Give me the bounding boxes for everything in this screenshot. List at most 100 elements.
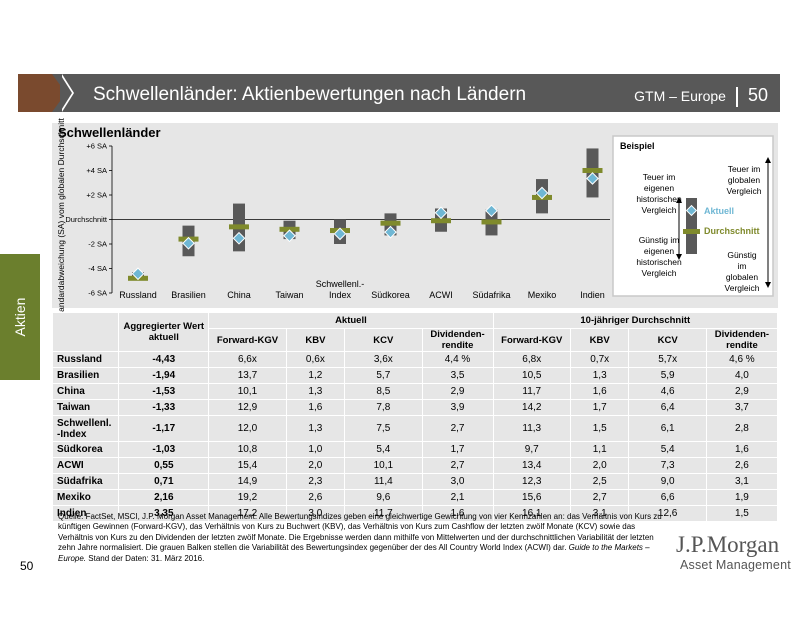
table-cell: 11,7 xyxy=(492,383,571,400)
table-cell: -1,17 xyxy=(118,415,210,442)
table-cell: 1,0 xyxy=(285,441,346,458)
table-cell: 0,6x xyxy=(285,351,346,368)
table-cell: 17,2 xyxy=(208,505,287,522)
row-label: Mexiko xyxy=(51,489,120,506)
table-corner xyxy=(51,312,120,352)
table-cell: 2,0 xyxy=(569,457,630,474)
table-cell: 19,2 xyxy=(208,489,287,506)
x-tick-label: Taiwan xyxy=(275,290,303,300)
table-cell: 1,7 xyxy=(421,441,494,458)
table-cell: -4,43 xyxy=(118,351,210,368)
subheader-4: Forward-KGV xyxy=(492,328,571,352)
average-mark-3 xyxy=(279,226,300,232)
table-row: Schwellenl. -Index -1,17 12,0 1,3 7,5 2,7 11,3… xyxy=(51,415,779,442)
x-tick-label: ACWI xyxy=(429,290,453,300)
average-mark-5 xyxy=(380,220,401,226)
legend-expensive-global: Teuer im globalen Vergleich xyxy=(727,164,762,196)
table-cell: 14,2 xyxy=(492,399,571,416)
table-cell: 2,16 xyxy=(118,489,210,506)
table-cell: 2,7 xyxy=(569,489,630,506)
legend-expensive-own: Teuer im eigenen historischen Vergleich xyxy=(636,172,682,215)
legend-current-label: Aktuell xyxy=(704,206,734,216)
y-tick-label: Durchschnitt xyxy=(65,215,108,224)
x-tick-label: Schwellenl.- xyxy=(316,279,365,289)
table-row: Südkorea -1,03 10,8 1,0 5,4 1,7 9,7 1,1 5,4 1,6 xyxy=(51,441,779,458)
table-cell: 2,6 xyxy=(705,457,779,474)
table-row: China -1,53 10,1 1,3 8,5 2,9 11,7 1,6 4,6 2,9 xyxy=(51,383,779,400)
header-group-current: Aktuell xyxy=(208,312,494,329)
row-label: China xyxy=(51,383,120,400)
x-tick-label: Mexiko xyxy=(528,290,557,300)
current-point-9 xyxy=(586,172,599,185)
table-cell: -1,03 xyxy=(118,441,210,458)
table-cell: 5,7 xyxy=(344,367,423,384)
table-cell: 10,5 xyxy=(492,367,571,384)
table-cell: 1,5 xyxy=(569,415,630,442)
table-cell: 11,3 xyxy=(492,415,571,442)
table-cell: 9,6 xyxy=(344,489,423,506)
table-cell: 2,7 xyxy=(421,415,494,442)
table-cell: -1,53 xyxy=(118,383,210,400)
table-cell: 7,5 xyxy=(344,415,423,442)
table-cell: 4,4 % xyxy=(421,351,494,368)
table-cell: 3,1 xyxy=(569,505,630,522)
table-cell: 2,1 xyxy=(421,489,494,506)
subheader-1: KBV xyxy=(285,328,346,352)
table-cell: 4,6 % xyxy=(705,351,779,368)
table-cell: 9,0 xyxy=(628,473,707,490)
y-tick-label: +4 SA xyxy=(86,166,107,175)
current-point-0 xyxy=(131,267,145,281)
row-label: Südkorea xyxy=(51,441,120,458)
table-cell: 13,4 xyxy=(492,457,571,474)
header-chevron-inner xyxy=(60,74,72,112)
header-bar xyxy=(52,74,780,112)
footnote-text: Quelle: FactSet, MSCI, J.P. Morgan Asset… xyxy=(58,512,662,553)
table-cell: 1,1 xyxy=(569,441,630,458)
legend-arrow-own-up xyxy=(676,197,682,203)
table-cell: 0,71 xyxy=(118,473,210,490)
average-mark-6 xyxy=(431,218,451,224)
table-cell: 3,35 xyxy=(118,505,210,522)
subheader-7: Dividenden-rendite xyxy=(705,328,779,352)
header-page-number: 50 xyxy=(747,85,768,105)
table-cell: 2,7 xyxy=(421,457,494,474)
current-point-4 xyxy=(333,227,347,241)
row-label: ACWI xyxy=(51,457,120,474)
table-cell: 2,0 xyxy=(285,457,346,474)
legend-average-label: Durchschnitt xyxy=(704,226,760,236)
page-number: 50 xyxy=(20,559,34,573)
table-cell: 16,1 xyxy=(492,505,571,522)
table-cell: 3,6x xyxy=(344,351,423,368)
y-tick-label: -2 SA xyxy=(88,240,107,249)
table-cell: 2,3 xyxy=(285,473,346,490)
footnote: Quelle: FactSet, MSCI, J.P. Morgan Asset… xyxy=(58,512,668,564)
table-cell: 6,1 xyxy=(628,415,707,442)
logo-asset-management: Asset Management xyxy=(680,558,791,572)
valuation-table: Aggregierter Wert aktuell Aktuell 10-jäh… xyxy=(51,312,779,522)
subheader-6: KCV xyxy=(628,328,707,352)
legend-title: Beispiel xyxy=(620,141,655,151)
table-cell: 0,7x xyxy=(569,351,630,368)
x-tick-label: Russland xyxy=(119,290,157,300)
series-label: GTM – Europe xyxy=(634,88,726,104)
table-cell: 12,3 xyxy=(492,473,571,490)
table-row: Indien 3,35 17,2 3,0 11,7 1,6 16,1 3,1 12,6 1,5 xyxy=(51,505,779,522)
table-cell: 6,8x xyxy=(492,351,571,368)
y-tick-label: -6 SA xyxy=(88,289,107,298)
table-cell: 12,0 xyxy=(208,415,287,442)
table-row: Russland -4,43 6,6x 0,6x 3,6x 4,4 % 6,8x 0,7x 5,… xyxy=(51,351,779,368)
legend-average-mark xyxy=(683,229,700,234)
table-cell: -1,94 xyxy=(118,367,210,384)
header-right: GTM – Europe 50 xyxy=(634,85,768,108)
table-cell: 13,7 xyxy=(208,367,287,384)
table-cell: 6,6x xyxy=(208,351,287,368)
table-cell: 10,8 xyxy=(208,441,287,458)
table-cell: 7,8 xyxy=(344,399,423,416)
row-label: Schwellenl. -Index xyxy=(51,415,120,442)
row-label: Indien xyxy=(51,505,120,522)
table-cell: 1,5 xyxy=(705,505,779,522)
table-cell: 8,5 xyxy=(344,383,423,400)
row-label: Taiwan xyxy=(51,399,120,416)
table-cell: 4,6 xyxy=(628,383,707,400)
